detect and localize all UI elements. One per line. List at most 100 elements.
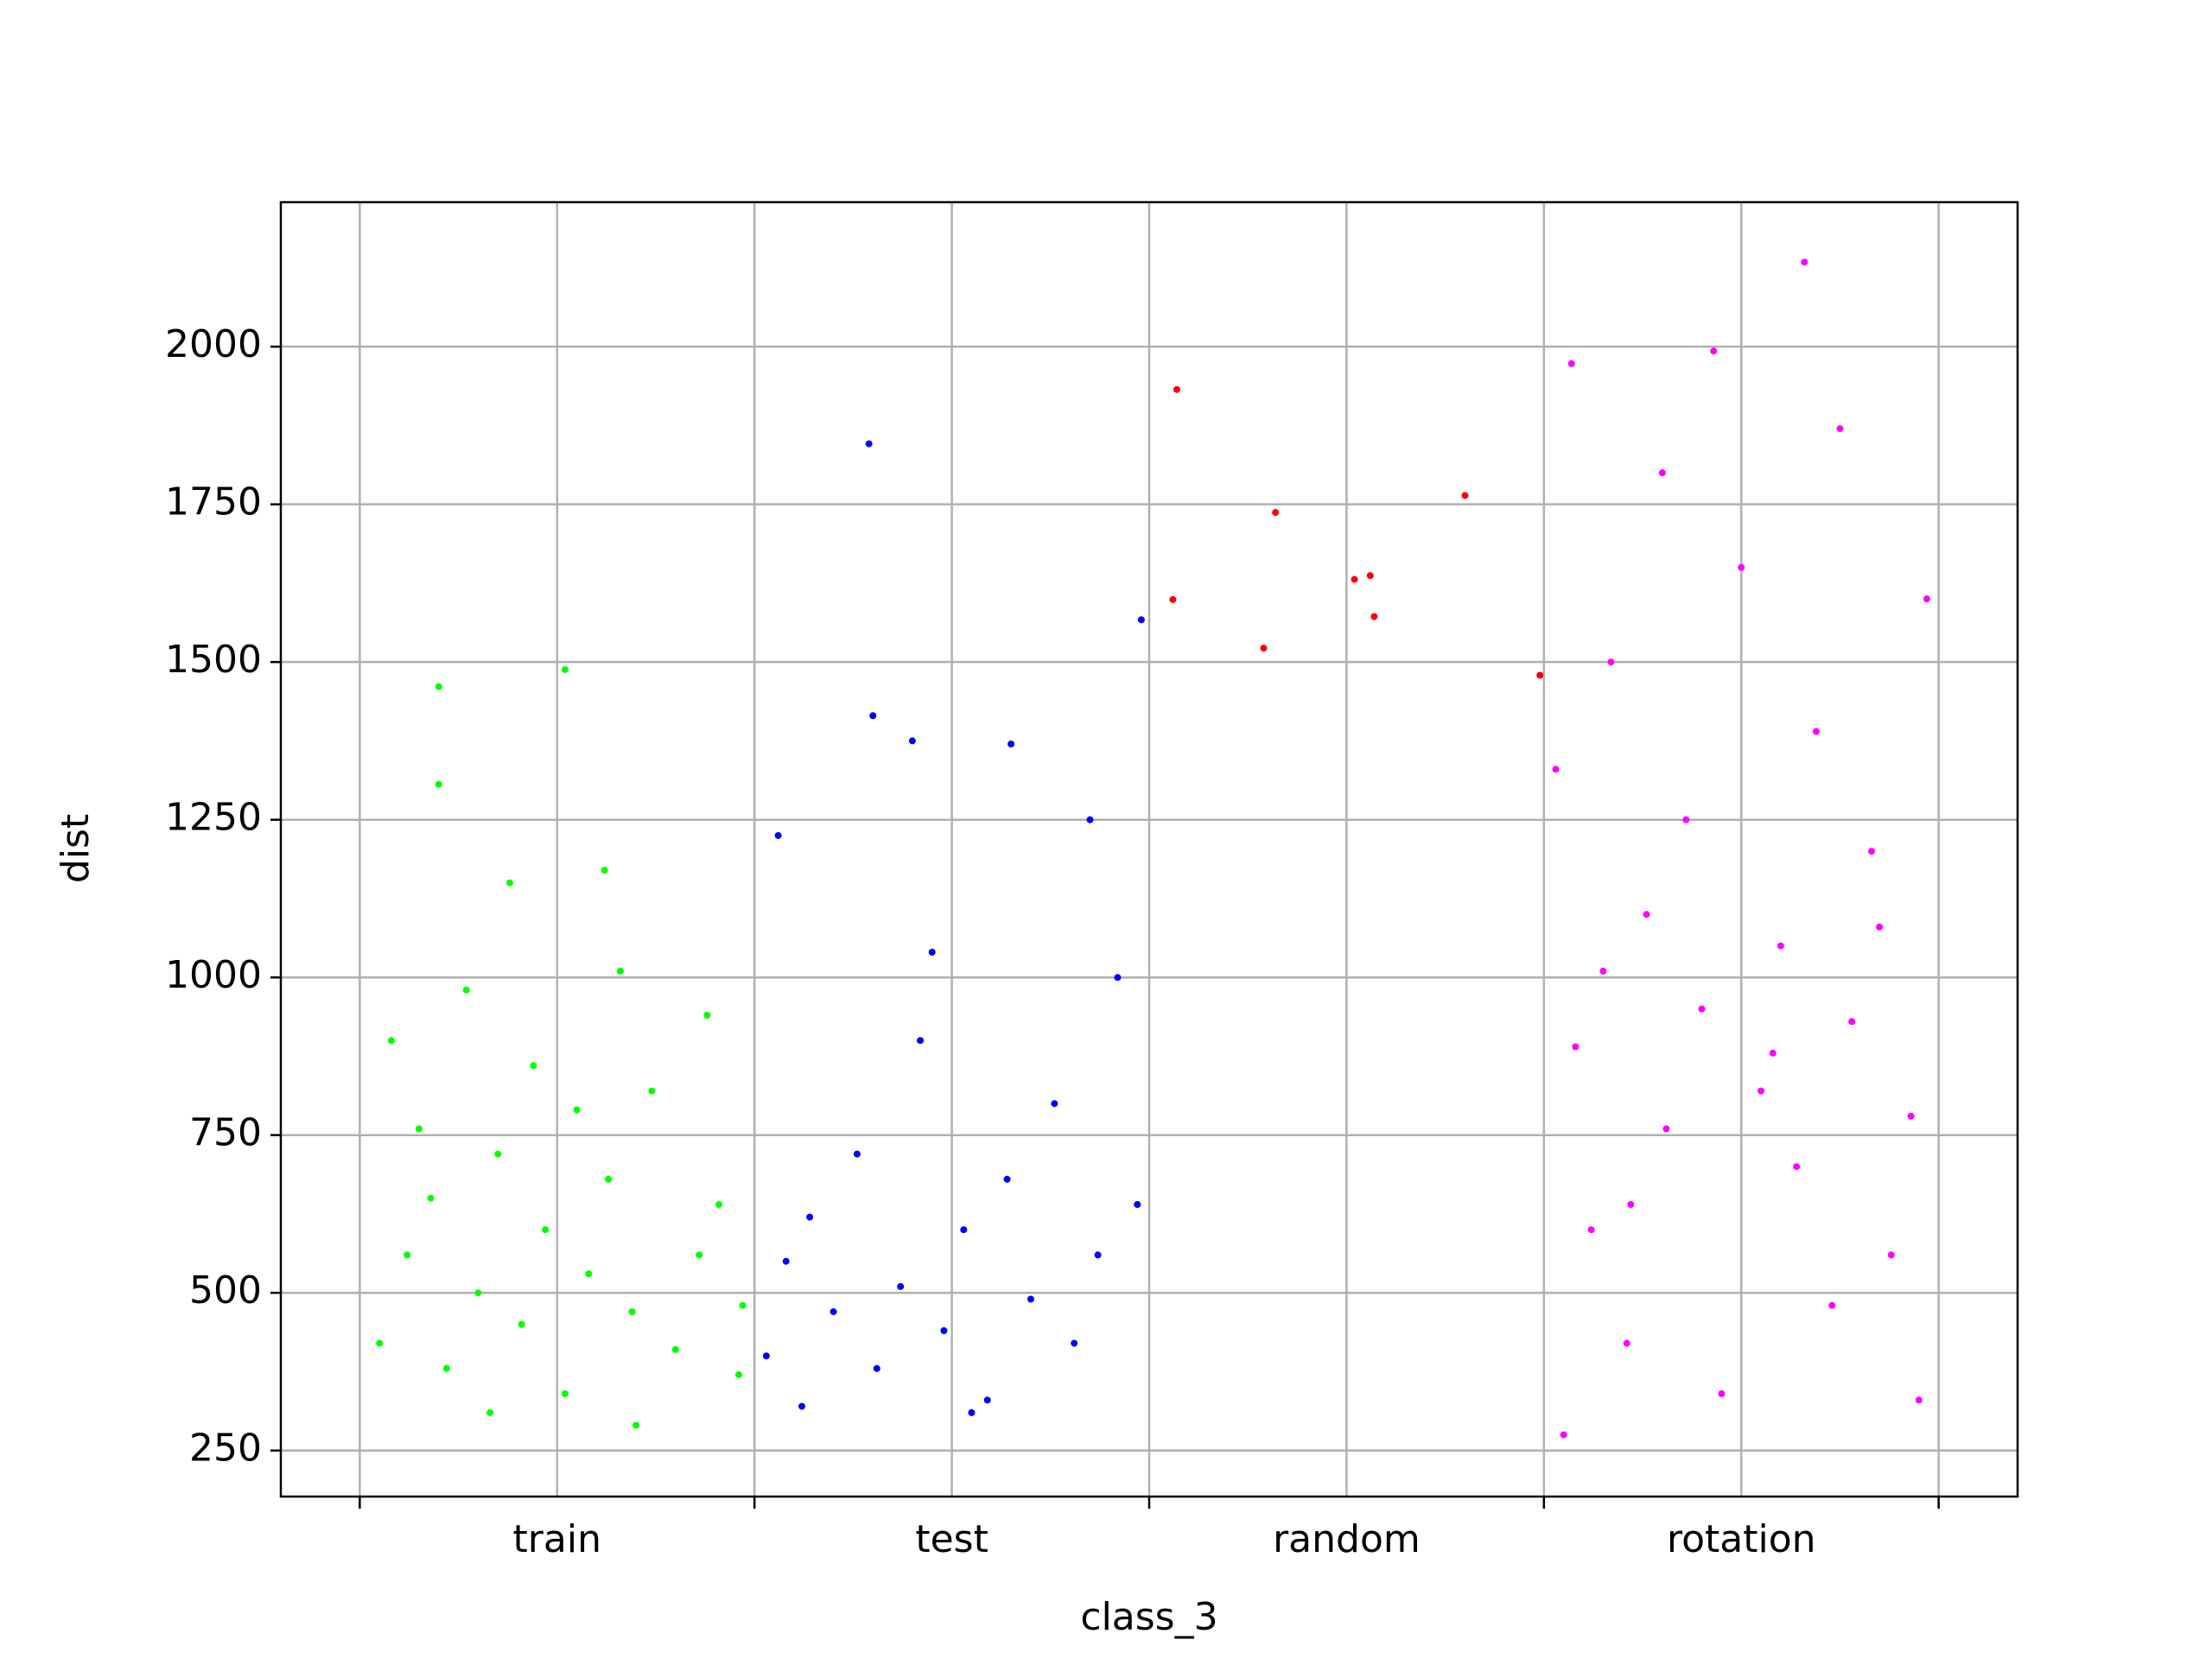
point [782,1257,790,1265]
point [1536,671,1544,679]
point [1071,1339,1078,1347]
point [628,1308,636,1316]
point [1813,728,1821,735]
point [1366,572,1374,580]
point [928,948,936,956]
point [869,712,877,720]
point [715,1201,723,1209]
point [1848,1018,1856,1026]
y-tick-label: 1750 [165,480,262,524]
plot-frame [279,200,2019,1498]
point [1627,1201,1635,1209]
point [774,831,782,839]
point [1027,1295,1034,1303]
point [585,1270,593,1278]
point [865,440,873,448]
point [739,1301,747,1309]
point [1169,595,1177,603]
y-tick-label: 250 [189,1427,262,1471]
point [703,1011,711,1019]
point [1836,425,1844,433]
point [442,1364,450,1372]
point [573,1106,581,1114]
point [1738,563,1745,571]
point [960,1226,968,1234]
point [1867,848,1875,855]
point [1607,658,1615,666]
point [1599,967,1607,975]
point [605,1175,613,1183]
point [616,967,624,975]
point [530,1062,537,1070]
point [518,1320,525,1328]
point [1567,359,1575,367]
point [415,1125,423,1133]
point [427,1194,435,1202]
point [1887,1251,1895,1259]
point [561,1390,569,1398]
point [1793,1163,1801,1171]
point [1094,1251,1102,1259]
point [734,1371,742,1379]
point [696,1251,703,1259]
y-tick-label: 1250 [165,796,262,840]
point [1801,258,1808,266]
point [908,737,916,745]
point [1698,1005,1706,1013]
y-tick-label: 1000 [165,953,262,997]
point [1173,385,1180,393]
point [1114,974,1122,982]
y-tick-label: 500 [189,1268,262,1313]
point [387,1037,395,1045]
point [853,1150,861,1158]
y-tick-label: 750 [189,1111,262,1155]
point [968,1408,976,1416]
point [873,1364,880,1372]
point [494,1150,502,1158]
point [798,1402,805,1410]
point [1907,1112,1915,1120]
point [1710,347,1718,355]
x-tick-label: rotation [1667,1517,1816,1561]
point [542,1226,550,1234]
point [462,986,470,994]
point [601,867,608,874]
point [897,1282,905,1290]
point [1758,1087,1765,1095]
point [435,683,442,690]
point [1272,509,1280,517]
point [1682,816,1690,823]
point [1461,492,1469,499]
point [1623,1339,1630,1347]
point [1560,1431,1567,1439]
y-tick-label: 1500 [165,638,262,682]
y-axis-label: dist [54,814,98,883]
point [1260,645,1268,652]
point [1051,1100,1058,1108]
point [762,1352,770,1360]
point [404,1251,411,1259]
x-tick-label: random [1273,1517,1421,1561]
point [376,1339,384,1347]
point [561,665,569,673]
point [1643,911,1650,918]
point [940,1327,948,1335]
point [1828,1301,1836,1309]
point [1086,816,1094,823]
point [1777,942,1784,950]
point [806,1213,814,1221]
point [1769,1049,1777,1057]
point [830,1308,837,1316]
point [474,1289,482,1297]
point [1718,1390,1726,1398]
point [505,879,513,887]
y-tick-label: 2000 [165,322,262,366]
point [1662,1125,1670,1133]
point [1003,1175,1011,1183]
point [1137,616,1145,624]
point [1370,613,1378,620]
x-tick-label: train [513,1517,601,1561]
point [917,1037,925,1045]
